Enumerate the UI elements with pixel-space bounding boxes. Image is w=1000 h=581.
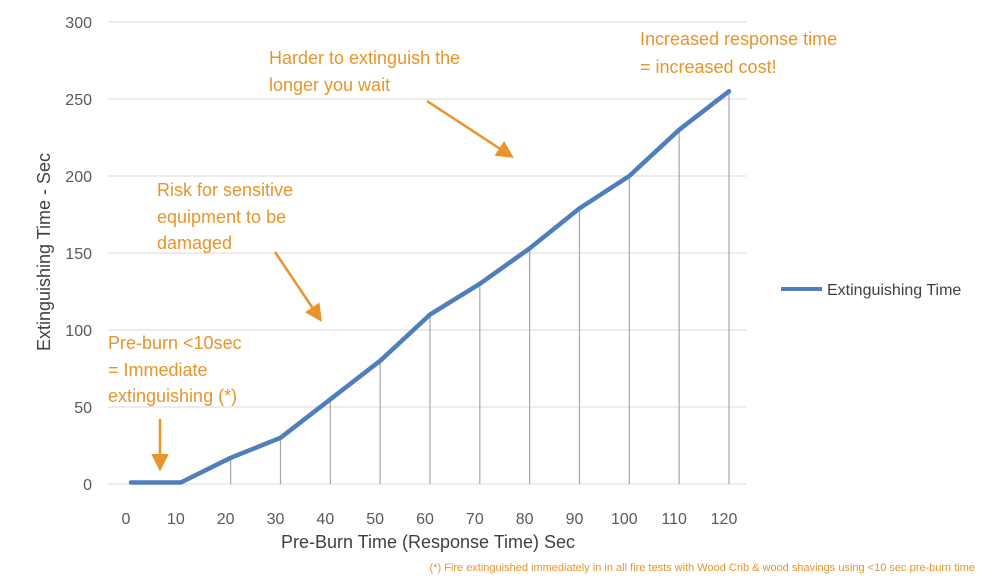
y-tick-label: 50: [74, 400, 92, 417]
y-tick-label: 200: [65, 169, 92, 186]
annotation-line: Harder to extinguish the: [269, 48, 460, 68]
y-axis-title: Extinguishing Time - Sec: [34, 153, 54, 351]
gridlines: [108, 21, 746, 485]
x-tick-label: 20: [217, 511, 235, 528]
annotation-line: longer you wait: [269, 75, 390, 95]
x-tick-label: 60: [416, 511, 434, 528]
y-tick-label: 300: [65, 15, 92, 32]
annotation-line: = increased cost!: [640, 57, 777, 77]
y-tick-label: 150: [65, 246, 92, 263]
x-tick-label: 10: [167, 511, 185, 528]
annotation-line: Pre-burn <10sec: [108, 333, 242, 353]
data-point: [378, 358, 383, 363]
data-point: [677, 127, 682, 132]
x-tick-label: 110: [661, 511, 687, 528]
legend: Extinguishing Time: [781, 282, 961, 299]
annotation-arrow: [426, 99, 514, 158]
x-tick-label: 100: [611, 511, 638, 528]
data-point: [278, 435, 283, 440]
x-tick-label: 30: [267, 511, 285, 528]
y-tick-label: 250: [65, 92, 92, 109]
data-point: [726, 89, 731, 94]
data-point: [228, 455, 233, 460]
y-tick-label: 0: [83, 477, 92, 494]
x-tick-label: 0: [122, 511, 131, 528]
annotation-arrow: [273, 251, 322, 322]
y-tick-label: 100: [65, 323, 92, 340]
x-tick-label: 70: [466, 511, 484, 528]
x-tick-label: 120: [711, 511, 738, 528]
data-point: [328, 397, 333, 402]
legend-label: Extinguishing Time: [827, 282, 961, 299]
annotation-increased-cost: Increased response time = increased cost…: [640, 29, 837, 77]
x-axis-title: Pre-Burn Time (Response Time) Sec: [281, 532, 575, 552]
annotation-line: equipment to be: [157, 207, 286, 227]
annotation-line: damaged: [157, 233, 232, 253]
annotation-line: Risk for sensitive: [157, 180, 293, 200]
y-axis-ticks: 0 50 100 150 200 250 300: [65, 15, 92, 494]
annotation-line: Increased response time: [640, 29, 837, 49]
footnote: (*) Fire extinguished immediately in in …: [430, 562, 975, 574]
data-point: [178, 480, 183, 485]
series-group: [128, 89, 732, 485]
x-tick-label: 80: [516, 511, 534, 528]
annotation-line: extinguishing (*): [108, 386, 237, 406]
annotation-line: = Immediate: [108, 360, 208, 380]
x-tick-label: 50: [366, 511, 384, 528]
annotation-risk-equipment: Risk for sensitive equipment to be damag…: [157, 180, 322, 322]
x-axis-ticks: 0 10 20 30 40 50 60 70 80 90 100 110 120: [122, 511, 738, 528]
data-point: [427, 312, 432, 317]
drop-lines: [230, 91, 730, 484]
data-point: [128, 480, 133, 485]
data-point: [527, 246, 532, 251]
annotation-harder-to-extinguish: Harder to extinguish the longer you wait: [269, 48, 514, 158]
data-point: [577, 206, 582, 211]
x-tick-label: 40: [316, 511, 334, 528]
data-point: [627, 174, 632, 178]
x-tick-label: 90: [566, 511, 584, 528]
data-point: [477, 281, 482, 286]
annotation-pre-burn: Pre-burn <10sec = Immediate extinguishin…: [108, 333, 242, 472]
